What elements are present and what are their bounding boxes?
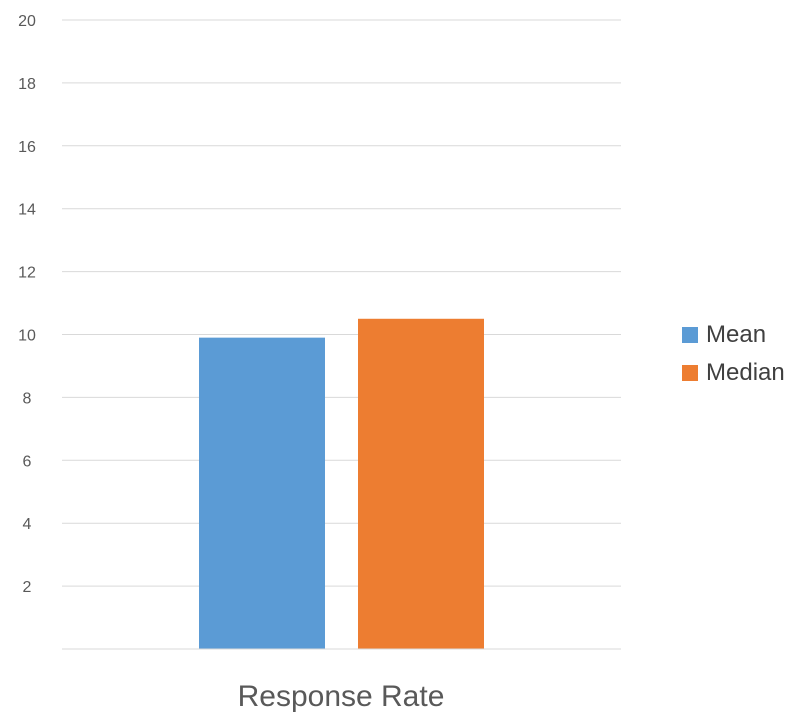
legend: Mean Median [682,316,785,392]
y-tick-label-18: 18 [18,76,36,93]
gridlines [62,19,621,587]
bars [199,318,484,649]
legend-swatch-mean [682,327,698,343]
category-label: Response Rate [238,680,445,713]
legend-item-median: Median [682,354,785,392]
y-tick-label-8: 8 [23,390,32,407]
y-tick-label-4: 4 [23,516,32,533]
y-tick-label-10: 10 [18,328,36,345]
y-tick-label-6: 6 [23,453,32,470]
bar-mean [199,337,325,649]
y-tick-label-2: 2 [23,579,32,596]
y-tick-label-14: 14 [18,202,36,219]
bar-median [358,318,484,649]
legend-swatch-median [682,365,698,381]
legend-label-mean: Mean [706,321,767,348]
legend-item-mean: Mean [682,316,785,354]
y-tick-label-12: 12 [18,265,36,282]
legend-label-median: Median [706,359,785,386]
y-tick-label-16: 16 [18,139,36,156]
y-tick-label-20: 20 [18,13,36,30]
y-axis-tick-labels: 2 4 6 8 10 12 14 16 18 20 [18,13,36,596]
